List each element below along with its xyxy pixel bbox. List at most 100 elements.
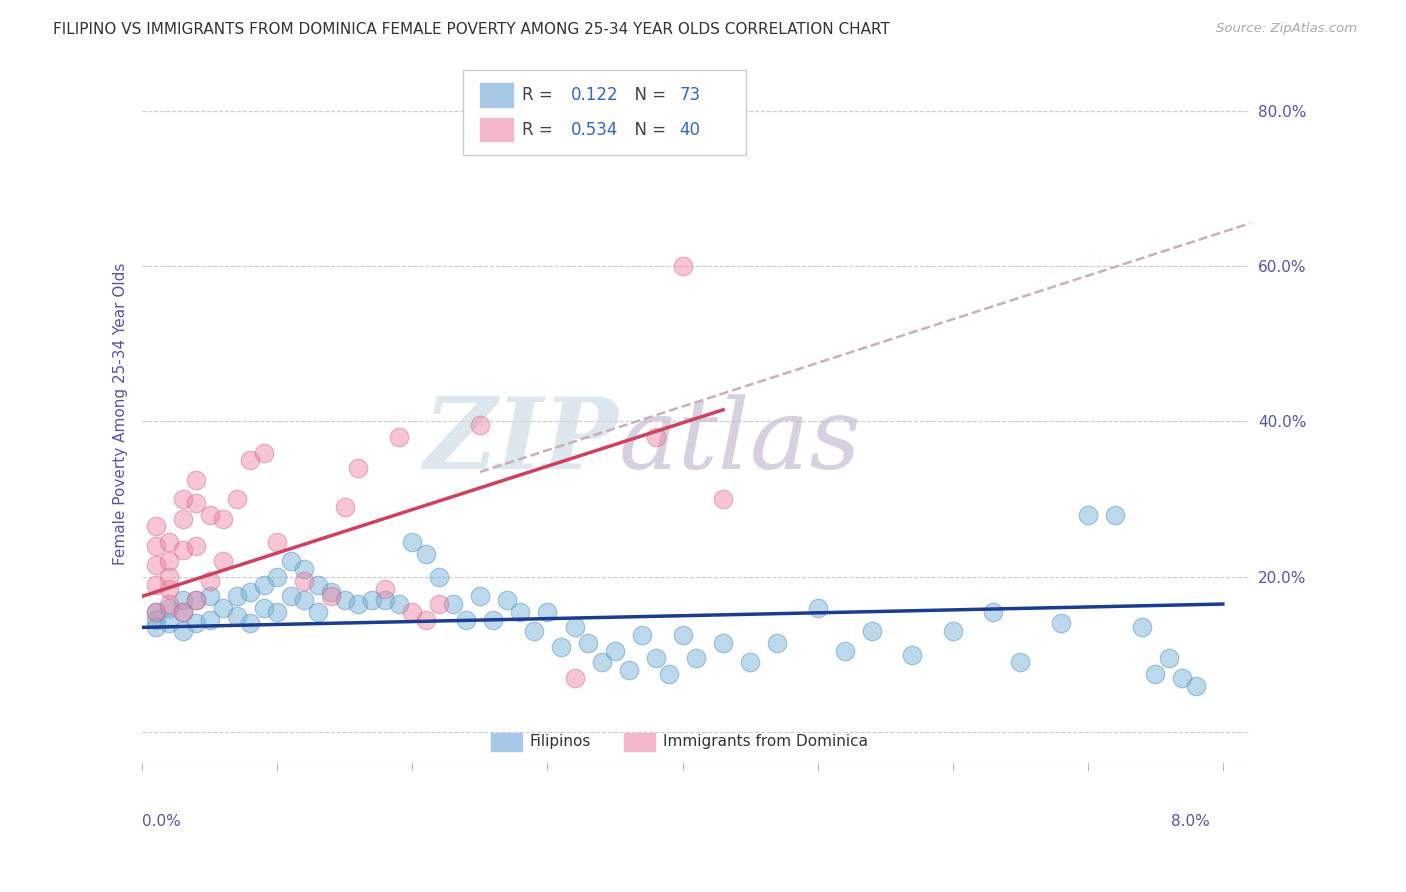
Text: N =: N = — [624, 87, 672, 104]
Point — [603, 643, 626, 657]
Point — [456, 613, 478, 627]
Point — [186, 593, 208, 607]
Point — [145, 605, 167, 619]
Text: atlas: atlas — [619, 394, 862, 490]
FancyBboxPatch shape — [624, 732, 655, 751]
Point — [225, 492, 247, 507]
Point — [617, 663, 640, 677]
Point — [671, 628, 693, 642]
Point — [157, 570, 180, 584]
Point — [564, 671, 586, 685]
Point — [157, 601, 180, 615]
Point — [644, 430, 666, 444]
Point — [157, 616, 180, 631]
Point — [157, 554, 180, 568]
Y-axis label: Female Poverty Among 25-34 Year Olds: Female Poverty Among 25-34 Year Olds — [114, 262, 128, 565]
Point — [145, 558, 167, 573]
Point — [631, 628, 654, 642]
Text: Immigrants from Dominica: Immigrants from Dominica — [662, 734, 868, 749]
Point — [186, 473, 208, 487]
Point — [1157, 651, 1180, 665]
Point — [186, 593, 208, 607]
Text: ZIP: ZIP — [423, 393, 619, 490]
Point — [239, 616, 262, 631]
Point — [1184, 679, 1206, 693]
Point — [253, 577, 276, 591]
Point — [738, 656, 761, 670]
Point — [1010, 656, 1032, 670]
Point — [361, 593, 384, 607]
Point — [172, 542, 194, 557]
Point — [157, 597, 180, 611]
Point — [415, 613, 437, 627]
Point — [550, 640, 572, 654]
Point — [807, 601, 830, 615]
Point — [374, 593, 396, 607]
Point — [198, 589, 221, 603]
Point — [145, 539, 167, 553]
Point — [1144, 667, 1167, 681]
Text: 73: 73 — [679, 87, 700, 104]
Text: Source: ZipAtlas.com: Source: ZipAtlas.com — [1216, 22, 1357, 36]
Point — [981, 605, 1004, 619]
Point — [186, 496, 208, 510]
FancyBboxPatch shape — [479, 83, 513, 107]
Point — [321, 589, 343, 603]
Point — [157, 582, 180, 596]
Point — [307, 577, 329, 591]
Point — [280, 554, 302, 568]
Point — [292, 562, 315, 576]
Text: 0.122: 0.122 — [571, 87, 619, 104]
Point — [266, 535, 288, 549]
Point — [711, 492, 734, 507]
Point — [1171, 671, 1194, 685]
Point — [1049, 616, 1071, 631]
Point — [834, 643, 856, 657]
Point — [685, 651, 707, 665]
Point — [225, 589, 247, 603]
Text: 0.0%: 0.0% — [142, 814, 181, 829]
Point — [468, 589, 491, 603]
Point — [374, 582, 396, 596]
Point — [266, 605, 288, 619]
Point — [429, 597, 451, 611]
Text: 40: 40 — [679, 120, 700, 138]
Point — [429, 570, 451, 584]
Point — [172, 605, 194, 619]
Point — [172, 492, 194, 507]
Point — [198, 613, 221, 627]
Point — [253, 601, 276, 615]
Point — [644, 651, 666, 665]
Point — [401, 605, 423, 619]
Point — [441, 597, 464, 611]
Text: R =: R = — [522, 120, 558, 138]
Point — [172, 605, 194, 619]
Text: N =: N = — [624, 120, 672, 138]
Point — [564, 620, 586, 634]
Text: 0.534: 0.534 — [571, 120, 619, 138]
Point — [901, 648, 924, 662]
Point — [509, 605, 531, 619]
Point — [1104, 508, 1126, 522]
Point — [198, 508, 221, 522]
Point — [186, 539, 208, 553]
Point — [482, 613, 505, 627]
Point — [671, 259, 693, 273]
Point — [388, 597, 411, 611]
Point — [347, 461, 370, 475]
Point — [576, 636, 599, 650]
Point — [225, 608, 247, 623]
Point — [198, 574, 221, 588]
Point — [145, 577, 167, 591]
FancyBboxPatch shape — [479, 118, 513, 141]
Point — [172, 624, 194, 639]
Point — [212, 554, 235, 568]
Point — [591, 656, 613, 670]
Point — [333, 593, 356, 607]
Point — [523, 624, 546, 639]
Point — [239, 453, 262, 467]
Point — [942, 624, 965, 639]
Point — [145, 620, 167, 634]
Point — [212, 511, 235, 525]
Point — [496, 593, 519, 607]
